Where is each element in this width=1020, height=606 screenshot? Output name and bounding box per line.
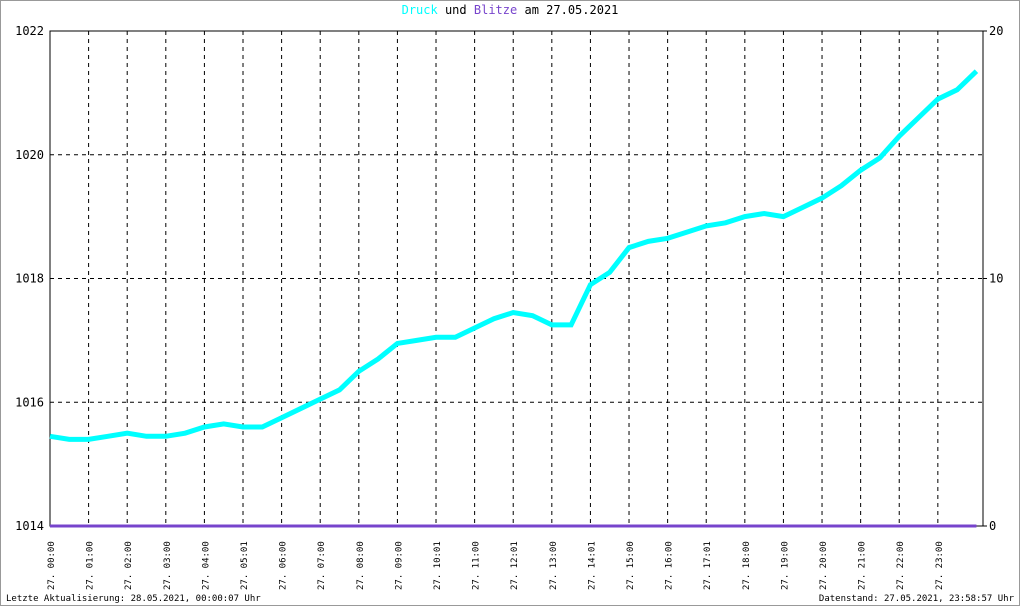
x-tick-label: 27. 01:00 [86,541,96,590]
x-tick-label: 27. 13:00 [549,541,559,590]
y-tick-label: 1014 [15,519,44,533]
x-tick-label: 27. 21:00 [858,541,868,590]
x-tick-label: 27. 08:00 [356,541,366,590]
x-tick-label: 27. 12:01 [510,541,520,590]
y-tick-label: 1018 [15,272,44,286]
y2-tick-label: 10 [989,272,1003,286]
y-tick-label: 1016 [15,395,44,409]
title-und: und [445,3,467,17]
x-tick-label: 27. 05:01 [240,541,250,590]
x-tick-label: 27. 20:00 [819,541,829,590]
footer-right: Datenstand: 27.05.2021, 23:58:57 Uhr [819,594,1015,604]
y2-tick-label: 20 [989,24,1003,38]
x-tick-label: 27. 14:01 [587,541,597,590]
x-tick-label: 27. 22:00 [896,541,906,590]
x-tick-label: 27. 09:00 [394,541,404,590]
x-tick-label: 27. 04:00 [201,541,211,590]
title-blitze: Blitze [474,3,517,17]
x-tick-label: 27. 18:00 [742,541,752,590]
x-tick-label: 27. 06:00 [279,541,289,590]
line-0 [49,69,979,442]
footer-left: Letzte Aktualisierung: 28.05.2021, 00:00… [6,594,261,604]
x-tick-label: 27. 03:00 [163,541,173,590]
x-tick-label: 27. 19:00 [780,541,790,590]
x-tick-label: 27. 23:00 [935,541,945,590]
x-tick-label: 27. 15:00 [626,541,636,590]
y-tick-label: 1022 [15,24,44,38]
chart-title: Druck und Blitze am 27.05.2021 [402,3,619,17]
x-tick-label: 27. 11:00 [472,541,482,590]
y2-tick-label: 0 [989,519,996,533]
x-tick-label: 27. 16:00 [665,541,675,590]
x-tick-label: 27. 00:00 [47,541,57,590]
title-date: am 27.05.2021 [524,3,618,17]
y-tick-label: 1020 [15,148,44,162]
x-tick-label: 27. 07:00 [317,541,327,590]
title-druck: Druck [402,3,439,17]
x-tick-label: 27. 10:01 [433,541,443,590]
x-tick-label: 27. 02:00 [124,541,134,590]
x-tick-label: 27. 17:01 [703,541,713,590]
